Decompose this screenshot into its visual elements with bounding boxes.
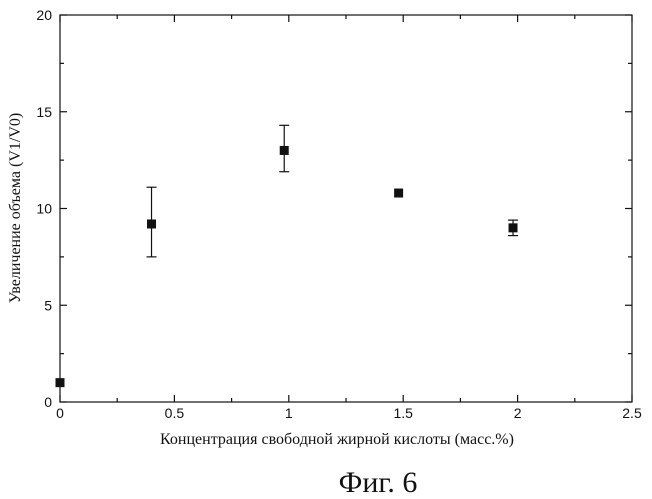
data-point: [509, 223, 518, 232]
x-tick-label: 2.5: [622, 405, 642, 421]
x-tick-label: 2: [514, 405, 522, 421]
x-tick-label: 0.5: [165, 405, 185, 421]
figure-caption: Фиг. 6: [339, 466, 418, 499]
data-points: [56, 146, 518, 387]
y-tick-label: 20: [36, 7, 52, 23]
y-tick-label: 15: [36, 104, 52, 120]
data-point: [280, 146, 289, 155]
data-point: [394, 189, 403, 198]
y-tick-label: 5: [44, 297, 52, 313]
axes: [60, 15, 632, 402]
y-tick-label: 10: [36, 201, 52, 217]
x-axis-label: Концентрация свободной жирной кислоты (м…: [160, 431, 514, 448]
y-axis-label: Увеличение объема (V1/V0): [7, 113, 24, 303]
x-tick-label: 1.5: [393, 405, 413, 421]
y-tick-label: 0: [44, 394, 52, 410]
data-point: [56, 378, 65, 387]
data-point: [147, 219, 156, 228]
x-tick-label: 0: [56, 405, 64, 421]
x-tick-label: 1: [285, 405, 293, 421]
ticks: 0 0.5 1 1.5 2 2.5 0 5 10 15 20: [36, 7, 642, 421]
plot-frame: [60, 15, 632, 402]
error-bars: [147, 125, 519, 257]
